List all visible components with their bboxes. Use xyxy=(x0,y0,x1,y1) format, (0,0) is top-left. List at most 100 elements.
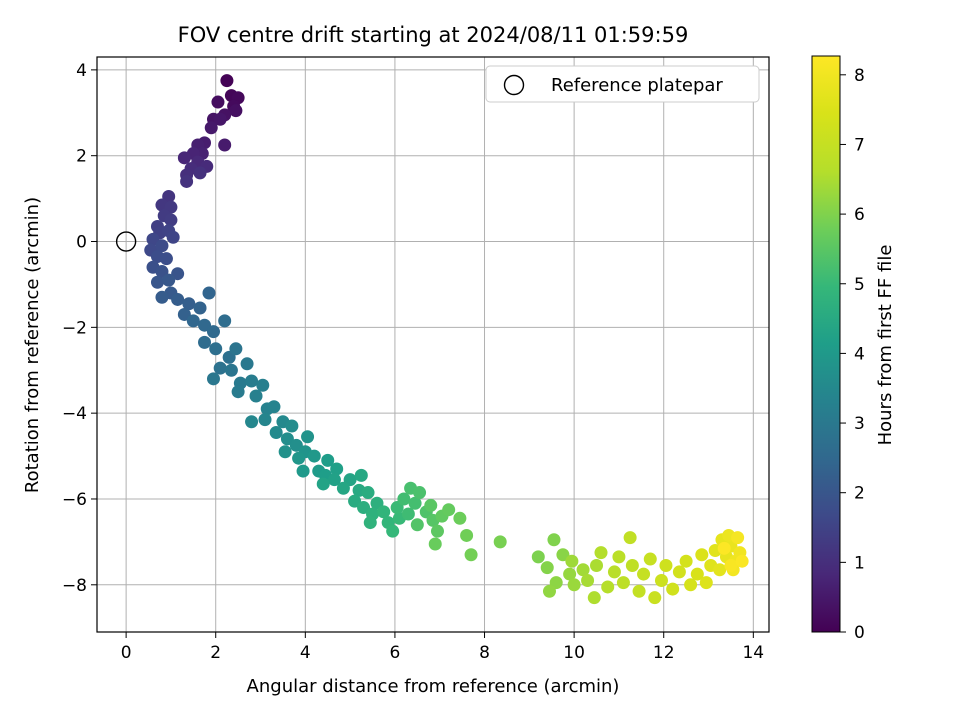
colorbar-tick-label: 6 xyxy=(854,205,865,225)
data-point xyxy=(735,554,749,568)
data-point xyxy=(590,558,604,572)
data-point xyxy=(171,267,185,281)
data-point xyxy=(724,558,738,572)
data-point xyxy=(587,591,601,605)
legend: Reference platepar xyxy=(485,65,760,103)
data-point xyxy=(563,567,577,581)
data-point xyxy=(289,438,303,452)
colorbar-tick-label: 4 xyxy=(854,344,865,364)
data-point xyxy=(193,166,207,180)
colorbar-tick-label: 0 xyxy=(854,623,865,643)
data-point xyxy=(594,546,608,560)
data-point xyxy=(220,74,234,88)
data-point xyxy=(565,554,579,568)
data-point xyxy=(567,578,581,592)
data-point xyxy=(428,537,442,551)
data-point xyxy=(155,239,169,253)
data-point xyxy=(177,307,191,321)
data-point xyxy=(576,563,590,577)
data-point xyxy=(231,385,245,399)
data-point xyxy=(354,468,368,482)
x-tick-label: 0 xyxy=(121,643,132,663)
data-point xyxy=(186,314,200,328)
colorbar-tick-label: 8 xyxy=(854,66,865,86)
data-point xyxy=(397,492,411,506)
data-point xyxy=(206,372,220,386)
data-point xyxy=(695,548,709,562)
data-point xyxy=(413,486,427,500)
data-points xyxy=(144,74,749,605)
data-point xyxy=(679,554,693,568)
y-tick-label: −6 xyxy=(62,490,87,510)
y-axis-ticks: −8 −6 −4 −2 0 2 4 xyxy=(62,61,97,596)
data-point xyxy=(357,501,371,515)
data-point xyxy=(180,174,194,188)
data-point xyxy=(150,275,164,289)
data-point xyxy=(269,425,283,439)
data-point xyxy=(654,574,668,588)
data-point xyxy=(581,574,595,588)
data-point xyxy=(321,453,335,467)
x-tick-label: 6 xyxy=(390,643,401,663)
data-point xyxy=(690,567,704,581)
data-point xyxy=(249,389,263,403)
data-point xyxy=(410,518,424,532)
data-point xyxy=(430,524,444,538)
data-point xyxy=(182,297,196,311)
data-point xyxy=(607,565,621,579)
legend-label: Reference platepar xyxy=(551,75,723,96)
colorbar: 0 1 2 3 4 5 6 7 8 Hours from first FF file xyxy=(811,55,896,643)
x-tick-label: 10 xyxy=(563,643,585,663)
data-point xyxy=(547,533,561,547)
data-point xyxy=(224,363,238,377)
data-point xyxy=(198,335,212,349)
x-tick-label: 8 xyxy=(479,643,490,663)
data-point xyxy=(278,445,292,459)
data-point xyxy=(209,342,223,356)
data-point xyxy=(542,584,556,598)
data-point xyxy=(301,430,315,444)
data-point xyxy=(256,378,270,392)
data-point xyxy=(401,507,415,521)
data-point xyxy=(377,505,391,519)
x-axis-ticks: 0 2 4 6 8 10 12 14 xyxy=(121,632,764,663)
colorbar-tick-label: 5 xyxy=(854,275,865,295)
data-point xyxy=(616,576,630,590)
x-tick-label: 12 xyxy=(653,643,675,663)
x-axis-label: Angular distance from reference (arcmin) xyxy=(247,676,620,697)
data-point xyxy=(363,516,377,530)
data-point xyxy=(155,290,169,304)
data-point xyxy=(146,232,160,246)
data-point xyxy=(245,415,259,429)
data-point xyxy=(684,578,698,592)
data-point xyxy=(245,374,259,388)
data-point xyxy=(193,301,207,315)
data-point xyxy=(531,550,545,564)
x-tick-label: 4 xyxy=(300,643,311,663)
data-point xyxy=(213,112,227,126)
data-point xyxy=(731,531,745,545)
data-point xyxy=(327,473,341,487)
data-point xyxy=(177,151,191,165)
data-point xyxy=(280,432,294,446)
data-point xyxy=(717,541,731,555)
y-axis-label: Rotation from reference (arcmin) xyxy=(22,197,43,493)
data-point xyxy=(666,582,680,596)
data-point xyxy=(206,325,220,339)
chart-title: FOV centre drift starting at 2024/08/11 … xyxy=(178,23,689,47)
data-point xyxy=(386,524,400,538)
data-point xyxy=(171,292,185,306)
data-point xyxy=(625,558,639,572)
colorbar-tick-label: 7 xyxy=(854,135,865,155)
data-point xyxy=(258,413,272,427)
colorbar-tick-label: 1 xyxy=(854,553,865,573)
data-point xyxy=(540,561,554,575)
data-point xyxy=(159,252,173,266)
data-point xyxy=(229,342,243,356)
data-point xyxy=(198,318,212,332)
data-point xyxy=(202,286,216,300)
data-point xyxy=(336,481,350,495)
legend-marker xyxy=(503,74,525,96)
data-point xyxy=(240,357,254,371)
colorbar-gradient xyxy=(811,55,841,633)
